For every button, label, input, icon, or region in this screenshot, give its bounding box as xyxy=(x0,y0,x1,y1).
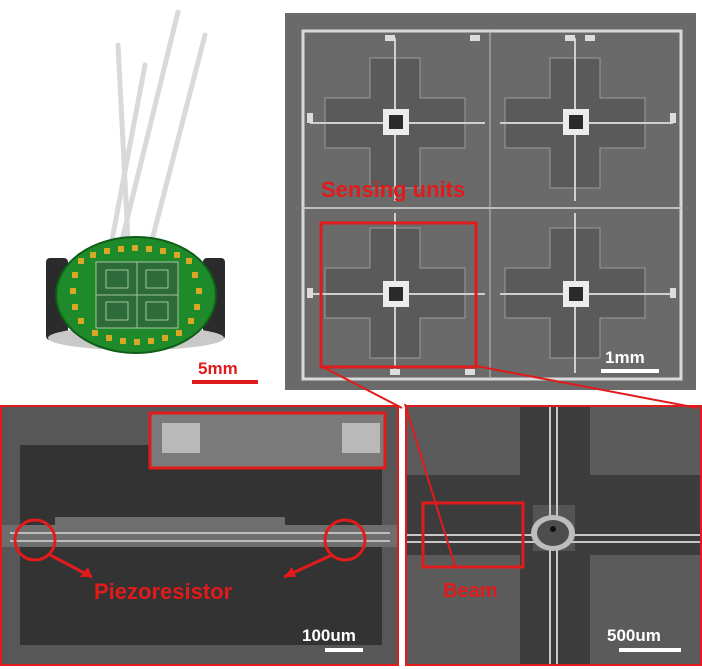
piezoresistor-label: Piezoresistor xyxy=(94,579,233,604)
photo-scale-label: 5mm xyxy=(198,359,238,378)
piezo-scale-label: 100um xyxy=(302,626,356,645)
piezoresistor-panel: Piezoresistor 100um xyxy=(0,405,399,666)
photo-scale-bar xyxy=(192,380,258,384)
sensing-units-label: Sensing units xyxy=(321,177,466,202)
sem-overview-image xyxy=(285,13,696,390)
piezoresistor-image xyxy=(0,405,399,666)
overview-scale-label: 1mm xyxy=(605,348,645,367)
beam-scale-bar xyxy=(619,648,681,652)
beam-scale-label: 500um xyxy=(607,626,661,645)
beam-label: Beam xyxy=(443,580,498,602)
piezo-scale-bar xyxy=(325,648,363,652)
device-photo xyxy=(46,9,225,354)
beam-panel: Beam 500um xyxy=(405,405,702,666)
sem-overview-panel: Sensing units 1mm xyxy=(285,13,696,390)
device-photo-panel: 5mm xyxy=(0,0,282,392)
overview-scale-bar xyxy=(601,369,659,373)
